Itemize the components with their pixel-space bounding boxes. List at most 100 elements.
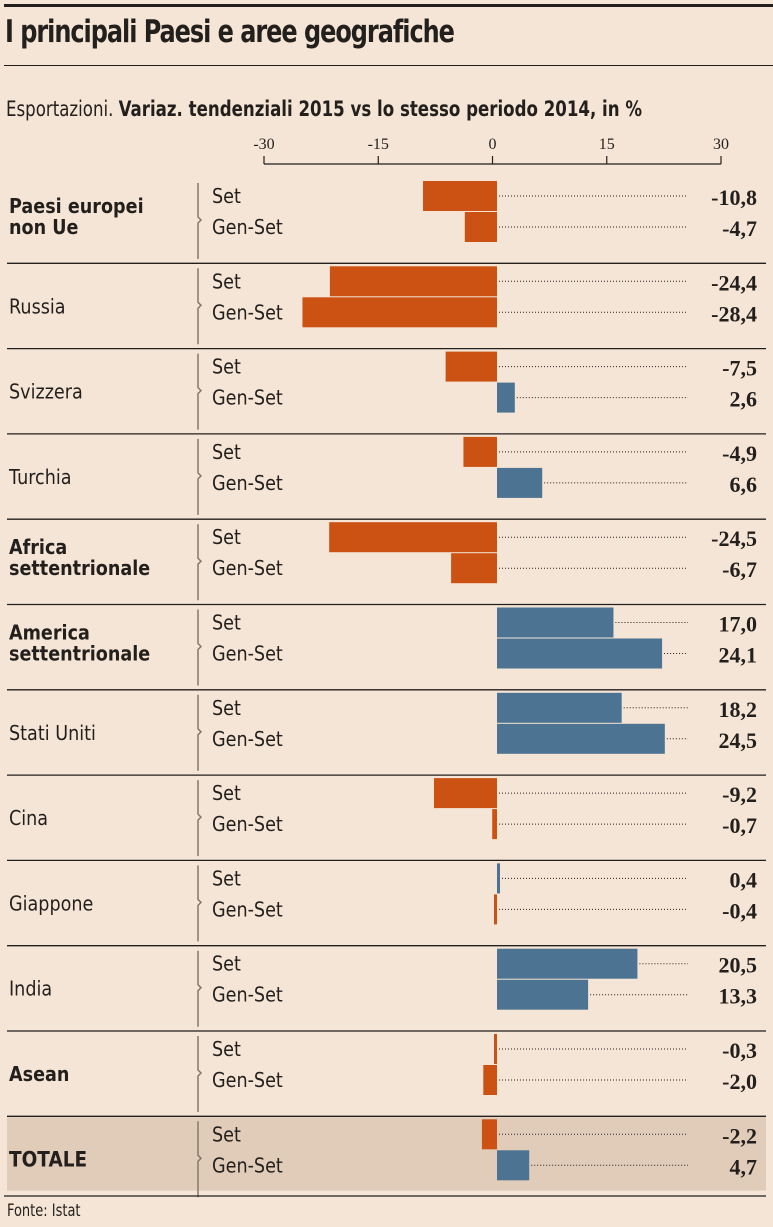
value-label: -7,5 — [722, 356, 757, 381]
value-label: -24,5 — [711, 526, 757, 551]
bar — [497, 638, 663, 669]
series-label: Gen-Set — [212, 814, 283, 836]
group-brace — [197, 609, 203, 686]
x-tick-label: 15 — [599, 136, 615, 153]
series-label: Gen-Set — [212, 1155, 283, 1177]
group-label: Giappone — [9, 893, 93, 915]
series-label: Set — [212, 1039, 241, 1061]
group-label: Stati Uniti — [9, 723, 96, 745]
bar — [497, 467, 543, 498]
group-brace — [197, 438, 203, 515]
bar — [497, 948, 638, 979]
value-label: -0,7 — [722, 813, 757, 838]
series-label: Set — [212, 1124, 241, 1146]
value-label: -4,9 — [722, 441, 757, 466]
group-brace — [197, 865, 203, 942]
value-label: -2,2 — [722, 1123, 757, 1148]
series-label: Set — [212, 357, 241, 379]
value-label: 17,0 — [719, 612, 758, 637]
group-label: Asean — [9, 1064, 69, 1086]
bar — [433, 778, 497, 809]
bar — [451, 553, 497, 584]
bar — [481, 1119, 497, 1150]
value-label: 0,4 — [730, 867, 758, 892]
group-label: settentrionale — [9, 558, 150, 580]
bar — [497, 607, 614, 638]
value-label: -24,4 — [711, 270, 757, 295]
group-label: TOTALE — [9, 1147, 87, 1171]
value-label: 6,6 — [730, 472, 758, 497]
value-label: 20,5 — [719, 953, 758, 978]
series-label: Gen-Set — [212, 217, 283, 239]
bar — [483, 1065, 497, 1095]
group-brace — [197, 524, 203, 601]
top-rule — [4, 4, 773, 7]
value-label: 4,7 — [730, 1154, 758, 1179]
series-label: Gen-Set — [212, 302, 283, 324]
bar — [463, 436, 497, 467]
group-label: Svizzera — [9, 382, 83, 404]
series-label: Set — [212, 868, 241, 890]
group-label: Africa — [9, 537, 67, 559]
title-rule — [4, 65, 773, 66]
group-brace — [197, 1121, 203, 1198]
x-tick-label: -30 — [253, 136, 274, 153]
group-label: Turchia — [8, 467, 72, 489]
group-label: America — [9, 623, 90, 645]
chart-subtitle: Esportazioni. Variaz. tendenziali 2015 v… — [6, 97, 642, 121]
chart-title: I principali Paesi e aree geografiche — [5, 14, 455, 50]
x-tick-label: 0 — [489, 136, 497, 153]
value-label: 24,5 — [719, 728, 758, 753]
series-label: Set — [212, 954, 241, 976]
series-label: Set — [212, 271, 241, 293]
bar — [464, 212, 497, 242]
x-tick-label: 30 — [713, 136, 729, 153]
series-label: Set — [212, 186, 241, 208]
value-label: 24,1 — [719, 643, 758, 668]
group-label: Russia — [9, 296, 66, 318]
group-brace — [197, 694, 203, 771]
group-label: settentrionale — [9, 644, 150, 666]
group-label: Cina — [9, 808, 48, 830]
value-label: -0,4 — [722, 898, 757, 923]
bar — [497, 692, 622, 723]
bar — [497, 723, 665, 754]
series-label: Gen-Set — [212, 558, 283, 580]
bar — [497, 382, 515, 413]
bar — [497, 1150, 530, 1181]
value-label: 2,6 — [730, 387, 758, 412]
bar — [302, 297, 497, 328]
value-label: -9,2 — [722, 782, 757, 807]
group-brace — [197, 950, 203, 1027]
x-tick-label: -15 — [368, 136, 389, 153]
bar — [329, 522, 497, 553]
value-label: 18,2 — [719, 697, 758, 722]
value-label: -0,3 — [722, 1038, 757, 1063]
group-label: non Ue — [9, 217, 78, 239]
series-label: Gen-Set — [212, 985, 283, 1007]
value-label: -10,8 — [711, 185, 757, 210]
series-label: Gen-Set — [212, 1070, 283, 1092]
bar — [497, 979, 589, 1010]
bar — [329, 266, 497, 297]
series-label: Gen-Set — [212, 899, 283, 921]
group-label: Paesi europei — [9, 196, 144, 218]
group-brace — [197, 780, 203, 857]
group-label: India — [9, 979, 52, 1001]
value-label: -2,0 — [722, 1069, 757, 1094]
bar — [445, 351, 497, 382]
series-label: Set — [212, 698, 241, 720]
group-brace — [197, 353, 203, 430]
total-row-background — [7, 1117, 766, 1191]
subtitle-plain: Esportazioni. — [6, 97, 119, 121]
group-brace — [197, 183, 203, 259]
series-label: Gen-Set — [212, 729, 283, 751]
bar — [492, 809, 497, 840]
bar — [494, 894, 497, 925]
series-label: Gen-Set — [212, 388, 283, 410]
group-brace — [197, 1036, 203, 1112]
series-label: Set — [212, 527, 241, 549]
bar — [497, 863, 500, 894]
series-label: Gen-Set — [212, 473, 283, 495]
